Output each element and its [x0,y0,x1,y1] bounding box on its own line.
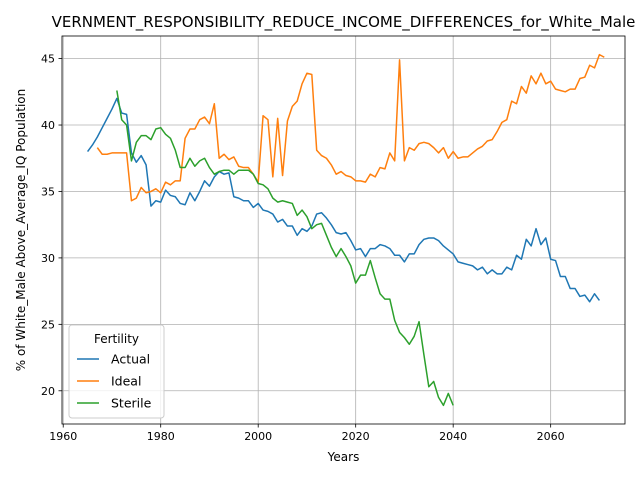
y-axis-label: % of White_Male Above_Average_IQ Populat… [14,89,28,372]
plot-frame [61,35,626,425]
legend-label-ideal: Ideal [111,374,141,389]
y-tick-label: 45 [41,53,55,66]
x-axis-label: Years [327,450,360,464]
x-tick-label: 1960 [49,430,77,443]
x-tick-label: 2000 [244,430,272,443]
x-tick-label: 1980 [147,430,175,443]
y-tick-label: 35 [41,185,55,198]
series-line-sterile [116,90,454,407]
x-tick-label: 2060 [537,430,565,443]
series-line-actual [86,97,601,303]
legend-items: Actual Ideal Sterile [77,352,152,411]
series-line-ideal [96,53,605,202]
axis-ticks: 1960 1980 2000 2020 2040 2060 20 25 30 35 40 45 [41,53,565,443]
x-tick-label: 2040 [439,430,467,443]
legend: Fertility Actual Ideal Sterile [68,324,165,419]
y-tick-label: 25 [41,318,55,331]
x-tick-label: 2020 [342,430,370,443]
chart-title: VERNMENT_RESPONSIBILITY_REDUCE_INCOME_DI… [52,13,636,32]
legend-label-actual: Actual [111,352,150,367]
y-tick-label: 30 [41,252,55,265]
y-tick-label: 20 [41,385,55,398]
legend-title: Fertility [94,332,139,346]
legend-box [68,324,165,419]
y-tick-label: 40 [41,119,55,132]
series-lines [86,53,605,407]
legend-label-sterile: Sterile [111,396,152,411]
